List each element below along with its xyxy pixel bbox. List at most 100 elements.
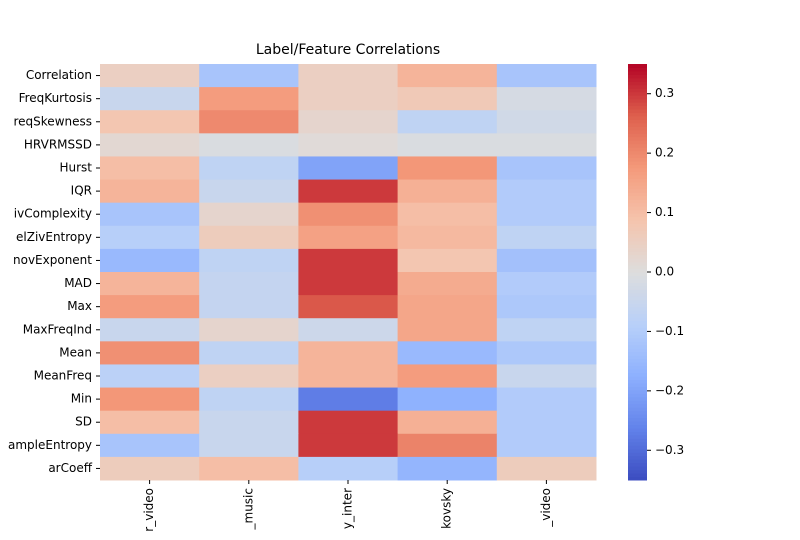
column-label: _video: [539, 488, 553, 528]
heatmap-cell: [298, 110, 399, 134]
colorbar-segment: [628, 382, 647, 387]
colorbar-segment: [628, 70, 647, 75]
colorbar-segment: [628, 223, 647, 228]
heatmap-cell: [298, 364, 399, 389]
colorbar-segment: [628, 438, 647, 443]
colorbar-segment: [628, 143, 647, 148]
colorbar-segment: [628, 466, 647, 471]
colorbar-segment: [628, 140, 647, 145]
colorbar-segment: [628, 178, 647, 183]
colorbar-segment: [628, 396, 647, 401]
colorbar-segment: [628, 102, 647, 107]
colorbar-segment: [628, 310, 647, 315]
column-label: r_video: [142, 488, 156, 532]
colorbar-segment: [628, 348, 647, 353]
column-label: _music: [241, 488, 255, 530]
colorbar-segment: [628, 254, 647, 259]
heatmap-cell: [199, 156, 299, 181]
colorbar-tick-label: 0.2: [655, 146, 674, 160]
heatmap-cell: [496, 410, 597, 435]
colorbar-segment: [628, 299, 647, 304]
chart-title: Label/Feature Correlations: [256, 42, 440, 58]
heatmap-cell: [298, 433, 399, 458]
colorbar-segment: [628, 389, 647, 394]
column-label: kovsky: [440, 488, 454, 529]
colorbar-segment: [628, 424, 647, 429]
heatmap-cell: [298, 272, 399, 296]
row-label: Correlation: [26, 68, 92, 82]
colorbar-segment: [628, 81, 647, 86]
colorbar-segment: [628, 136, 647, 141]
row-label: Max: [67, 299, 92, 313]
colorbar-segment: [628, 376, 647, 380]
heatmap-cell: [397, 179, 498, 204]
colorbar-segment: [628, 362, 647, 367]
heatmap-cell: [496, 202, 597, 227]
colorbar-segment: [628, 216, 647, 221]
heatmap-cell: [100, 318, 200, 342]
colorbar-segment: [628, 441, 647, 446]
colorbar-segment: [628, 244, 647, 249]
heatmap-cell: [100, 410, 200, 435]
colorbar-segment: [628, 188, 647, 193]
colorbar-segment: [628, 414, 647, 419]
heatmap-cell: [298, 87, 399, 111]
heatmap-cell: [100, 248, 200, 273]
colorbar-segment: [628, 275, 647, 280]
heatmap-cell: [397, 456, 498, 481]
heatmap-cell: [100, 179, 200, 204]
heatmap-cell: [298, 64, 399, 88]
colorbar-segment: [628, 473, 647, 478]
row-label: ivComplexity: [14, 207, 92, 221]
heatmap-cell: [298, 387, 399, 412]
colorbar-segment: [628, 64, 647, 68]
colorbar-segment: [628, 147, 647, 152]
heatmap-cell: [100, 387, 200, 412]
colorbar-segment: [628, 355, 647, 360]
colorbar-segment: [628, 88, 647, 93]
colorbar-segment: [628, 192, 647, 197]
heatmap-cell: [496, 387, 597, 412]
colorbar-segment: [628, 174, 647, 179]
heatmap-cell: [496, 64, 597, 88]
colorbar-segment: [628, 407, 647, 412]
colorbar-tick-label: −0.3: [655, 443, 684, 457]
heatmap-cell: [199, 64, 299, 88]
heatmap-cell: [397, 318, 498, 342]
colorbar-segment: [628, 403, 647, 408]
heatmap-cell: [496, 456, 597, 481]
row-label: IQR: [71, 184, 92, 198]
colorbar-segment: [628, 84, 647, 89]
colorbar-segment: [628, 133, 647, 138]
colorbar-segment: [628, 95, 647, 100]
heatmap-cell: [298, 295, 399, 319]
colorbar-segment: [628, 351, 647, 356]
column-label: y_inter: [341, 488, 355, 529]
colorbar-segment: [628, 341, 647, 346]
heatmap-cell: [298, 410, 399, 435]
colorbar-segment: [628, 334, 647, 339]
heatmap-cell: [298, 202, 399, 227]
heatmap-cell: [496, 110, 597, 134]
heatmap-cell: [100, 64, 200, 88]
colorbar-segment: [628, 434, 647, 439]
colorbar-segment: [628, 369, 647, 374]
heatmap-cell: [397, 433, 498, 458]
colorbar-segment: [628, 452, 647, 457]
colorbar-segment: [628, 327, 647, 332]
heatmap-cell: [397, 110, 498, 134]
row-label: SD: [75, 415, 92, 429]
row-label: MeanFreq: [34, 369, 92, 383]
colorbar-segment: [628, 116, 647, 120]
heatmap-cell: [199, 110, 299, 134]
heatmap-cell: [397, 341, 498, 365]
heatmap-cell: [100, 133, 200, 157]
colorbar-segment: [628, 206, 647, 211]
colorbar-segment: [628, 67, 647, 72]
heatmap-cell: [199, 295, 299, 319]
row-label: novExponent: [13, 253, 92, 267]
colorbar-segment: [628, 476, 647, 481]
colorbar-segment: [628, 400, 647, 405]
heatmap-cell: [199, 225, 299, 250]
